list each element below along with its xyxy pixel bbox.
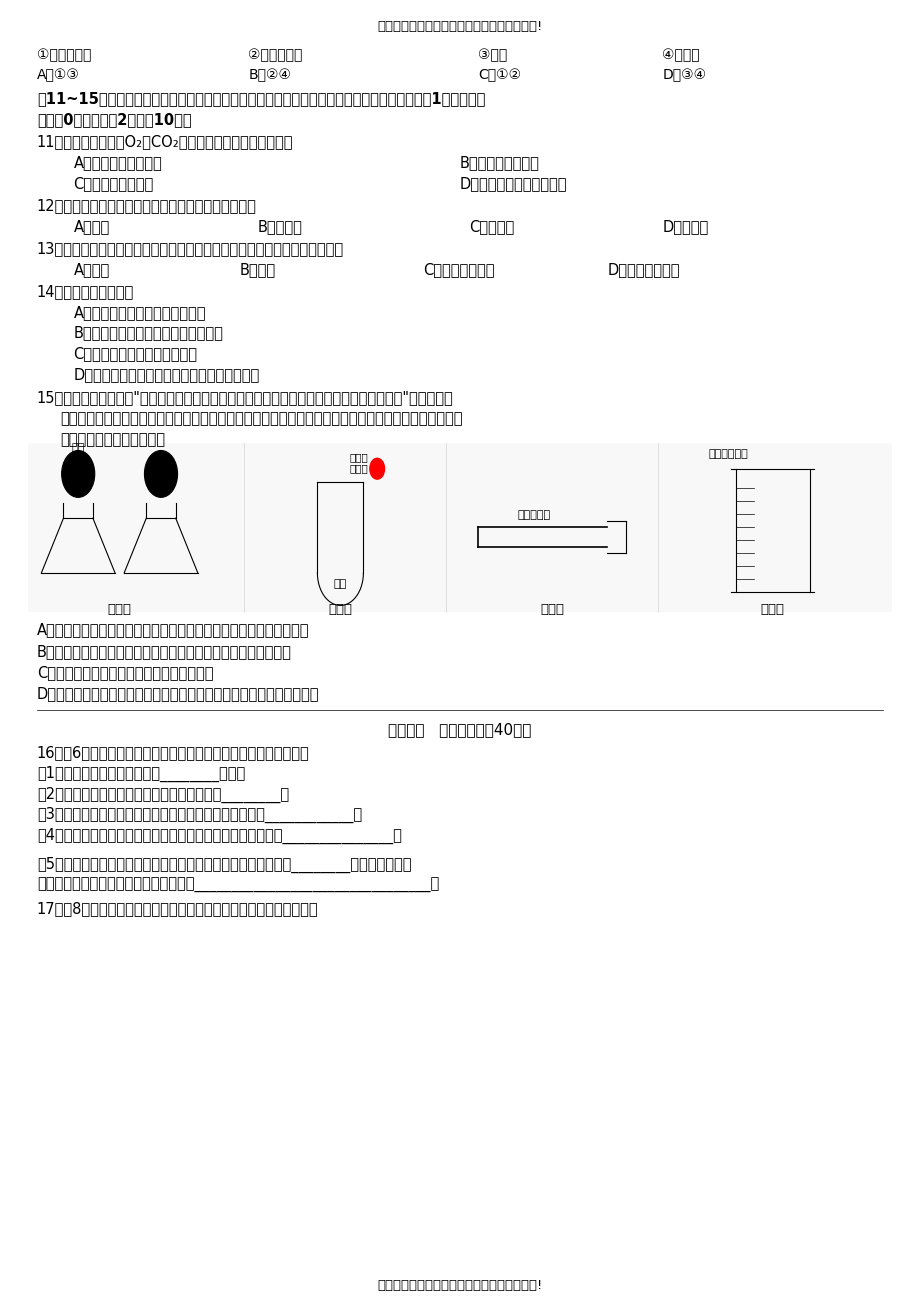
Text: （1）进入山洞探险，常需要做________实验。: （1）进入山洞探险，常需要做________实验。 <box>37 766 244 781</box>
Text: ①冰水混合物: ①冰水混合物 <box>37 48 91 62</box>
Text: 气球: 气球 <box>72 443 85 453</box>
Text: 错选得0分。每小题2分，共10分。: 错选得0分。每小题2分，共10分。 <box>37 112 191 128</box>
Text: 欢迎阅读本文档，希望本文档能对您有所帮助!: 欢迎阅读本文档，希望本文档能对您有所帮助! <box>377 20 542 33</box>
Text: D．反应速率很大: D．反应速率很大 <box>607 262 679 277</box>
Text: D．第四组是分两次实验，比较反应过程中收集一定体积氧气所需的时间: D．第四组是分两次实验，比较反应过程中收集一定体积氧气所需的时间 <box>37 686 319 702</box>
Text: A．化合反应一定要加热才能发生: A．化合反应一定要加热才能发生 <box>74 305 206 320</box>
Text: 13．细铁丝在氧气中剧烈燃烧、人的呼吸、食物的腐烂，这些变化的共同点是: 13．细铁丝在氧气中剧烈燃烧、人的呼吸、食物的腐烂，这些变化的共同点是 <box>37 241 344 256</box>
Text: D．蜡烛燃烧既不是化合反应，也不是分解反应: D．蜡烛燃烧既不是化合反应，也不是分解反应 <box>74 367 259 383</box>
Text: B．金刚石: B．金刚石 <box>257 219 302 234</box>
Text: 第三组: 第三组 <box>539 603 563 616</box>
Text: 白膜，常用稀盐酸，反应的文字表达式是________________________________。: 白膜，常用稀盐酸，反应的文字表达式是______________________… <box>37 878 438 893</box>
Text: （3）加热高锰酸钾制取氧气时，水槽中的水变红的原因：____________。: （3）加热高锰酸钾制取氧气时，水槽中的水变红的原因：____________。 <box>37 807 361 823</box>
Text: 第四组: 第四组 <box>760 603 784 616</box>
Text: 带火星木条: 带火星木条 <box>516 510 550 521</box>
Text: ④石灰水: ④石灰水 <box>662 48 699 62</box>
Text: 欢迎阅读本文档，希望本文档能对您有所帮助!: 欢迎阅读本文档，希望本文档能对您有所帮助! <box>377 1279 542 1292</box>
Text: C．第三组是分两次实验，看木条是否能复燃: C．第三组是分两次实验，看木条是否能复燃 <box>37 665 213 681</box>
Text: 15．小明等四位同学以"寻找常温下能加速过氧化氢分解的物质，并通过实验比较它们的效果"为课题开展: 15．小明等四位同学以"寻找常温下能加速过氧化氢分解的物质，并通过实验比较它们的… <box>37 391 453 406</box>
Text: 过氧化氢分解加速效果的是: 过氧化氢分解加速效果的是 <box>60 432 165 448</box>
Text: 16．（6分）通过学习化学知识，要学会应用知识分析、解决问题。: 16．（6分）通过学习化学知识，要学会应用知识分析、解决问题。 <box>37 745 309 760</box>
FancyBboxPatch shape <box>28 443 891 612</box>
Text: 盛满水的量筒: 盛满水的量筒 <box>708 449 747 460</box>
Text: 管滴管: 管滴管 <box>349 464 368 474</box>
Circle shape <box>62 450 95 497</box>
Text: C．氧化镁: C．氧化镁 <box>469 219 514 234</box>
Text: D．都要检查装置的气密性: D．都要检查装置的气密性 <box>460 176 567 191</box>
Text: B．②④: B．②④ <box>248 68 291 82</box>
Text: B．第二组是同时实验，观察比较反应过程中两者产生气泡的快慢: B．第二组是同时实验，观察比较反应过程中两者产生气泡的快慢 <box>37 644 291 660</box>
Text: 第11~15题，每小题有一个或两个选项符合题意。若正确答案包括两个选项，只选一个且正确得1分，多选、: 第11~15题，每小题有一个或两个选项符合题意。若正确答案包括两个选项，只选一个… <box>37 91 484 107</box>
Text: 第二组: 第二组 <box>328 603 352 616</box>
Text: （2）爆米花放在空气中变软，说明空气中含有________。: （2）爆米花放在空气中变软，说明空气中含有________。 <box>37 786 289 802</box>
Text: A．铜绿: A．铜绿 <box>74 219 109 234</box>
Text: A．放热: A．放热 <box>74 262 109 277</box>
Text: （4）做铁丝在氧气中燃烧实验时，集气瓶底炸裂的可能原因：_______________。: （4）做铁丝在氧气中燃烧实验时，集气瓶底炸裂的可能原因：____________… <box>37 828 402 844</box>
Text: B．分解反应一定要加催化剂才能发生: B．分解反应一定要加催化剂才能发生 <box>74 326 223 341</box>
Text: 12．下列物质中，既不含有氢元素又不含有氧元素的是: 12．下列物质中，既不含有氢元素又不含有氧元素的是 <box>37 198 256 214</box>
Circle shape <box>144 450 177 497</box>
Text: B．发光: B．发光 <box>239 262 275 277</box>
Text: A．①③: A．①③ <box>37 68 80 82</box>
Text: C．①②: C．①② <box>478 68 521 82</box>
Text: （5）久置石灰水的试剂瓶内壁常附有一层白膜，说明空气中含有________。若要洗去这层: （5）久置石灰水的试剂瓶内壁常附有一层白膜，说明空气中含有________。若要… <box>37 857 411 872</box>
Text: 11．关于实验室制取O₂和CO₂的实验，下列说法中正确的是: 11．关于实验室制取O₂和CO₂的实验，下列说法中正确的是 <box>37 134 293 150</box>
Text: A．第一组是同时实验，观察比较反应过程中两个气球体积的变化情况: A．第一组是同时实验，观察比较反应过程中两个气球体积的变化情况 <box>37 622 309 638</box>
Text: 17．（8分）学好化学要进行实验。根据下图所示实验回答有关问题。: 17．（8分）学好化学要进行实验。根据下图所示实验回答有关问题。 <box>37 901 318 917</box>
Circle shape <box>369 458 384 479</box>
Text: C．都用排水法收集: C．都用排水法收集 <box>74 176 153 191</box>
Text: 第一组: 第一组 <box>108 603 131 616</box>
Text: A．发生装置可以相同: A．发生装置可以相同 <box>74 155 162 171</box>
Text: 第二部分   非选择题（共40分）: 第二部分 非选择题（共40分） <box>388 723 531 738</box>
Text: 研究。下面是他们设计的四组实验装置，在两两对比实验中，下列观察（或测定）方法最难以比较样品对: 研究。下面是他们设计的四组实验装置，在两两对比实验中，下列观察（或测定）方法最难… <box>60 411 462 427</box>
Text: C．都有氧气参与: C．都有氧气参与 <box>423 262 494 277</box>
Text: ③液氮: ③液氮 <box>478 48 507 62</box>
Text: D．③④: D．③④ <box>662 68 706 82</box>
Text: D．石灰水: D．石灰水 <box>662 219 708 234</box>
Text: 自制双: 自制双 <box>349 452 368 462</box>
Text: 试管: 试管 <box>334 579 346 590</box>
Text: C．氧化反应一定属于化合反应: C．氧化反应一定属于化合反应 <box>74 346 198 362</box>
Text: B．都要使用催化剂: B．都要使用催化剂 <box>460 155 539 171</box>
Text: ②洁净的空气: ②洁净的空气 <box>248 48 302 62</box>
Text: 14．下列说法正确的是: 14．下列说法正确的是 <box>37 284 134 299</box>
